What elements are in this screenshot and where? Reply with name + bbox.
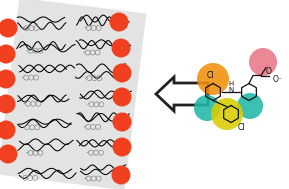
Circle shape — [0, 19, 18, 37]
Circle shape — [112, 138, 131, 156]
Circle shape — [0, 145, 18, 163]
Circle shape — [194, 95, 220, 121]
Polygon shape — [0, 0, 146, 189]
Circle shape — [110, 12, 129, 32]
Polygon shape — [156, 77, 208, 111]
Circle shape — [112, 112, 131, 132]
Circle shape — [0, 94, 16, 114]
Circle shape — [112, 88, 131, 106]
Circle shape — [0, 44, 16, 64]
Circle shape — [112, 64, 131, 83]
Text: Cl: Cl — [237, 123, 245, 132]
Circle shape — [0, 121, 16, 139]
Circle shape — [112, 166, 131, 184]
Circle shape — [249, 48, 277, 76]
Circle shape — [115, 146, 120, 152]
Circle shape — [197, 63, 229, 95]
Text: H
N: H N — [228, 81, 234, 93]
Circle shape — [117, 173, 122, 177]
Text: O: O — [266, 67, 272, 76]
Text: O⁻: O⁻ — [273, 75, 283, 84]
Circle shape — [112, 39, 131, 57]
Circle shape — [237, 93, 263, 119]
Circle shape — [0, 70, 16, 88]
Text: Cl: Cl — [206, 71, 214, 81]
Circle shape — [211, 98, 243, 130]
